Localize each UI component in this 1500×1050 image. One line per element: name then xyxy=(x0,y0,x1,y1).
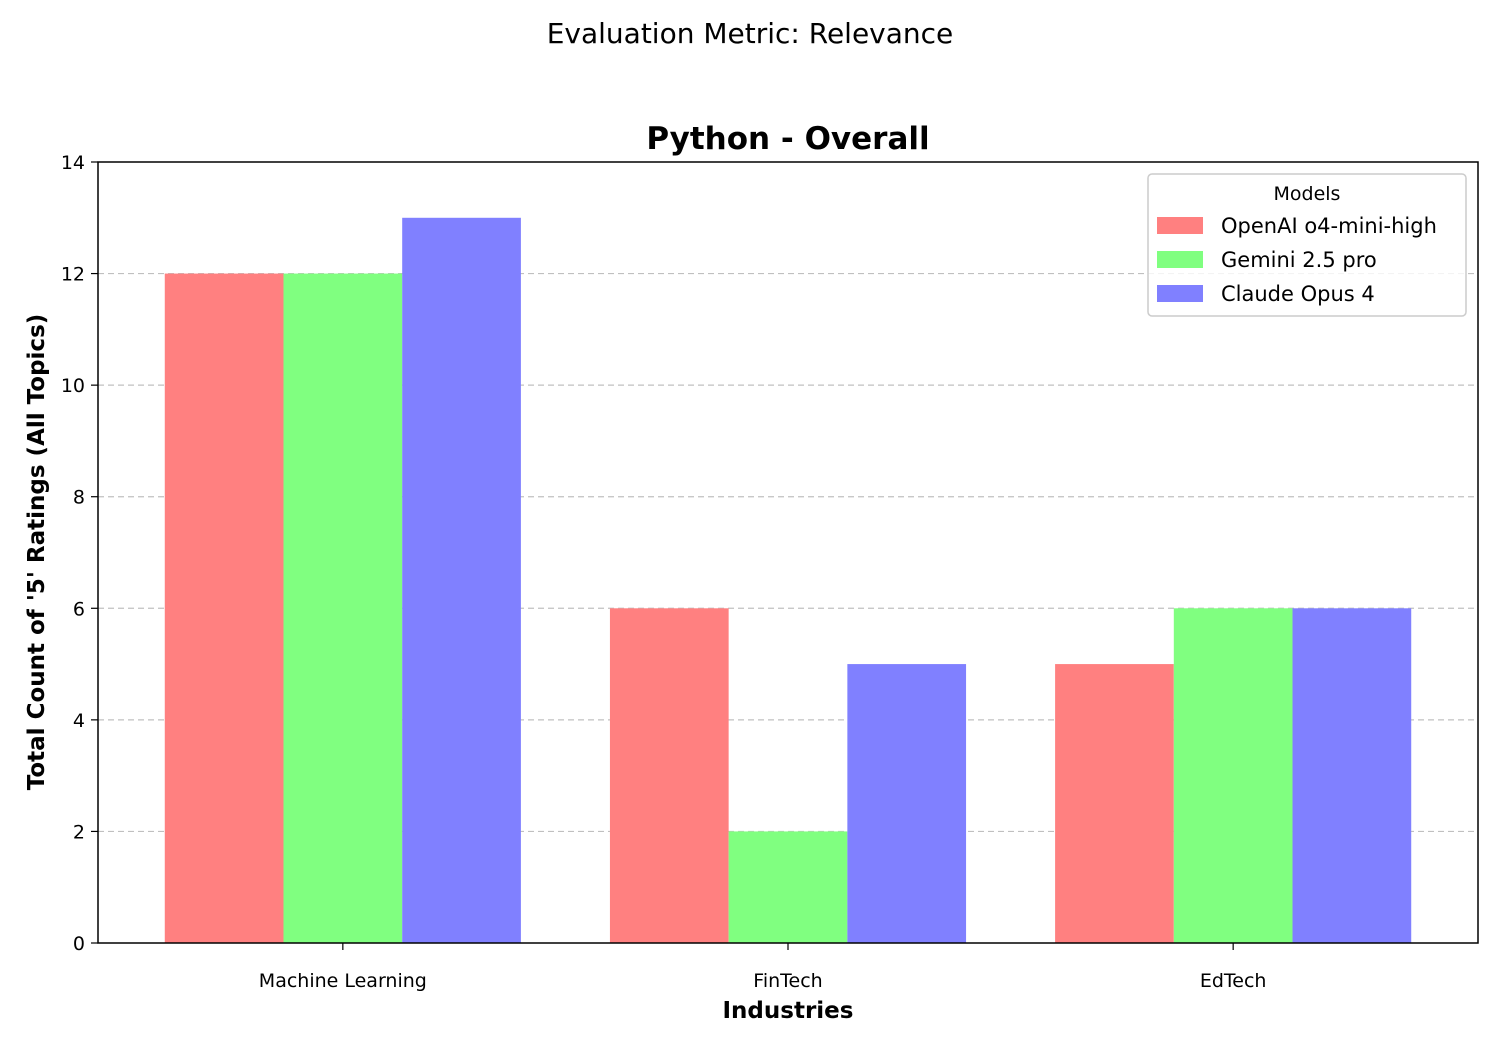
legend-label-2: Gemini 2.5 pro xyxy=(1221,248,1377,272)
x-tick-label-1: FinTech xyxy=(753,970,822,992)
legend-swatch-1 xyxy=(1157,217,1203,234)
bar-2-1 xyxy=(283,273,403,944)
y-axis: 0 2 4 6 8 10 12 14 xyxy=(61,152,98,955)
bars xyxy=(164,217,1412,944)
x-axis-label: Industries xyxy=(723,998,854,1024)
y-tick-label-6: 12 xyxy=(61,264,85,286)
y-tick-label-7: 14 xyxy=(61,152,85,174)
bar-3-3 xyxy=(1292,608,1412,943)
bar-1-3 xyxy=(1055,664,1174,943)
y-tick-label-1: 2 xyxy=(73,821,85,843)
legend-swatch-3 xyxy=(1157,285,1203,302)
legend-title: Models xyxy=(1274,183,1341,205)
y-tick-label-2: 4 xyxy=(73,710,85,732)
x-tick-label-0: Machine Learning xyxy=(259,970,427,992)
bar-3-1 xyxy=(402,217,521,944)
legend-box xyxy=(1147,173,1467,317)
x-tick-label-2: EdTech xyxy=(1200,970,1267,992)
bar-1-1 xyxy=(164,273,284,944)
y-tick-label-5: 10 xyxy=(61,375,85,397)
chart-title: Python - Overall xyxy=(646,121,929,157)
legend-swatch-2 xyxy=(1157,251,1203,268)
bar-3-2 xyxy=(847,664,967,943)
bar-1-2 xyxy=(609,608,729,943)
legend-label-3: Claude Opus 4 xyxy=(1221,282,1375,306)
y-tick-label-4: 8 xyxy=(73,487,85,509)
bar-2-2 xyxy=(728,831,848,943)
legend: Models OpenAI o4-mini-high Gemini 2.5 pro C… xyxy=(1147,173,1467,317)
legend-label-1: OpenAI o4-mini-high xyxy=(1221,214,1437,238)
y-tick-label-0: 0 xyxy=(73,933,85,955)
y-axis-label: Total Count of '5' Ratings (All Topics) xyxy=(24,314,50,791)
figure-suptitle: Evaluation Metric: Relevance xyxy=(547,17,954,50)
bar-2-3 xyxy=(1173,608,1293,943)
x-axis: Machine Learning FinTech EdTech xyxy=(259,943,1267,992)
y-tick-label-3: 6 xyxy=(73,598,85,620)
